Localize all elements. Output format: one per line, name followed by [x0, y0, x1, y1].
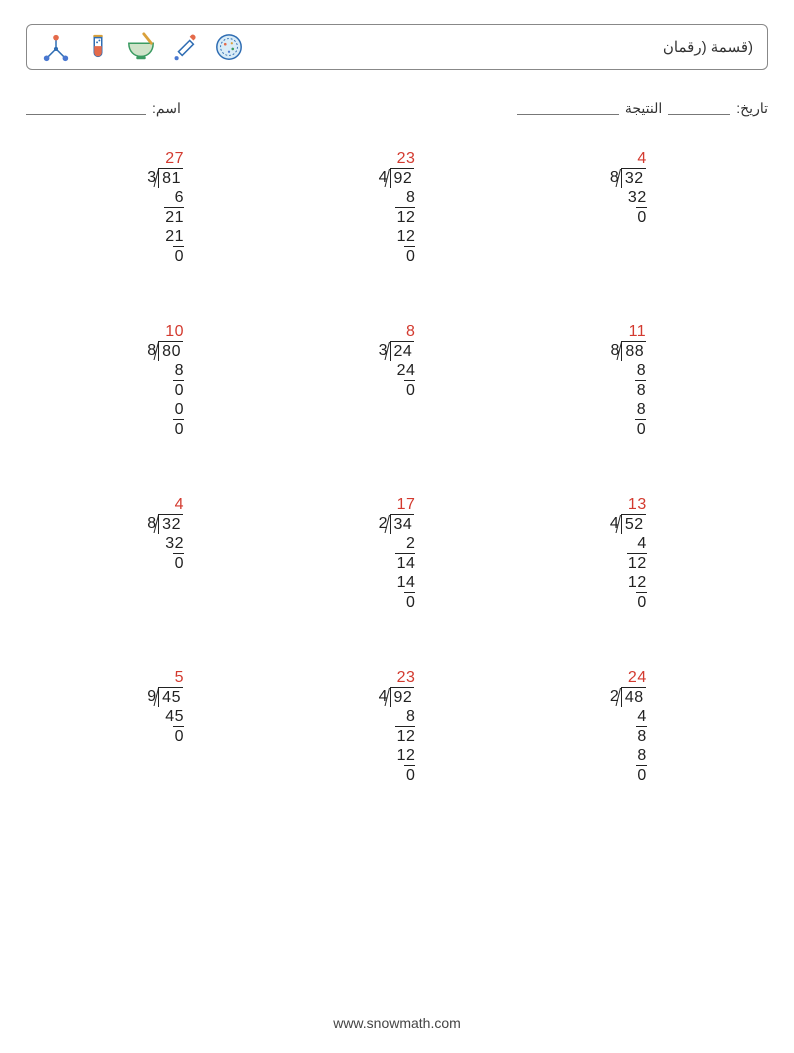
dropper-icon — [171, 32, 199, 62]
header-icons — [41, 32, 245, 62]
step-value: 0 — [147, 247, 184, 266]
worksheet-title: (قسمة (رقمان — [663, 38, 753, 56]
division-problem: 118888880 — [523, 322, 734, 439]
step-value: 14 — [379, 573, 416, 592]
step-value: 0 — [610, 420, 646, 439]
step-value: 21 — [147, 208, 184, 227]
division-problem: 108808000 — [60, 322, 271, 439]
mortar-icon — [125, 32, 157, 62]
step-value: 0 — [610, 766, 647, 785]
petri-dish-icon — [213, 32, 245, 62]
dividend: 92 — [394, 170, 413, 187]
quotient: 27 — [147, 149, 184, 168]
step-value: 0 — [379, 247, 416, 266]
dividend: 80 — [162, 343, 181, 360]
step-value: 32 — [610, 188, 647, 207]
step-value: 14 — [379, 554, 416, 573]
step-value: 0 — [610, 593, 647, 612]
quotient: 13 — [610, 495, 647, 514]
quotient: 8 — [379, 322, 416, 341]
score-blank — [517, 100, 619, 115]
division-problem: 27381621210 — [60, 149, 271, 266]
dividend: 88 — [625, 343, 644, 360]
quotient: 4 — [610, 149, 647, 168]
division-problem: 23492812120 — [291, 149, 502, 266]
step-value: 12 — [610, 554, 647, 573]
step-value: 4 — [610, 534, 647, 553]
step-value: 21 — [147, 227, 184, 246]
division-problem: 4832320 — [60, 495, 271, 612]
step-value: 0 — [147, 400, 184, 419]
step-value: 8 — [147, 361, 184, 380]
quotient: 11 — [610, 322, 646, 341]
step-value: 32 — [147, 534, 184, 553]
division-problem: 242484880 — [523, 668, 734, 785]
step-value: 12 — [379, 227, 416, 246]
meta-left: اسم: — [26, 98, 181, 117]
step-value: 0 — [147, 554, 184, 573]
footer-url: www.snowmath.com — [0, 1015, 794, 1031]
quotient: 17 — [379, 495, 416, 514]
dividend: 24 — [394, 343, 413, 360]
step-value: 0 — [147, 381, 184, 400]
quotient: 23 — [379, 149, 416, 168]
dividend: 45 — [162, 689, 181, 706]
step-value: 45 — [147, 707, 184, 726]
step-value: 24 — [379, 361, 416, 380]
step-value: 0 — [379, 593, 416, 612]
date-label: تاريخ: — [736, 100, 768, 117]
date-blank — [668, 100, 730, 115]
dividend: 32 — [625, 170, 644, 187]
name-blank — [26, 100, 146, 115]
test-tube-icon — [85, 32, 111, 62]
score-label: النتيجة — [625, 100, 662, 117]
molecule-icon — [41, 32, 71, 62]
step-value: 8 — [610, 400, 646, 419]
step-value: 0 — [147, 420, 184, 439]
step-value: 8 — [610, 746, 647, 765]
dividend: 81 — [162, 170, 181, 187]
step-value: 8 — [610, 727, 647, 746]
problems-grid: 2738162121023492812120483232010880800083… — [26, 149, 768, 785]
step-value: 8 — [610, 361, 646, 380]
meta-right: تاريخ: النتيجة — [517, 98, 768, 117]
division-problem: 23492812120 — [291, 668, 502, 785]
step-value: 8 — [610, 381, 646, 400]
meta-row: تاريخ: النتيجة اسم: — [26, 98, 768, 117]
step-value: 12 — [379, 727, 416, 746]
step-value: 2 — [379, 534, 416, 553]
dividend: 34 — [394, 516, 413, 533]
quotient: 24 — [610, 668, 647, 687]
quotient: 23 — [379, 668, 416, 687]
dividend: 32 — [162, 516, 181, 533]
dividend: 52 — [625, 516, 644, 533]
step-value: 8 — [379, 707, 416, 726]
step-value: 6 — [147, 188, 184, 207]
step-value: 12 — [379, 208, 416, 227]
quotient: 5 — [147, 668, 184, 687]
division-problem: 17234214140 — [291, 495, 502, 612]
step-value: 4 — [610, 707, 647, 726]
step-value: 0 — [379, 381, 416, 400]
step-value: 0 — [147, 727, 184, 746]
name-label: اسم: — [152, 100, 181, 117]
division-problem: 4832320 — [523, 149, 734, 266]
dividend: 48 — [625, 689, 644, 706]
division-problem: 5945450 — [60, 668, 271, 785]
division-problem: 13452412120 — [523, 495, 734, 612]
quotient: 10 — [147, 322, 184, 341]
step-value: 8 — [379, 188, 416, 207]
dividend: 92 — [394, 689, 413, 706]
division-problem: 8324240 — [291, 322, 502, 439]
step-value: 12 — [379, 746, 416, 765]
step-value: 0 — [379, 766, 416, 785]
quotient: 4 — [147, 495, 184, 514]
step-value: 12 — [610, 573, 647, 592]
header-box: (قسمة (رقمان — [26, 24, 768, 70]
step-value: 0 — [610, 208, 647, 227]
